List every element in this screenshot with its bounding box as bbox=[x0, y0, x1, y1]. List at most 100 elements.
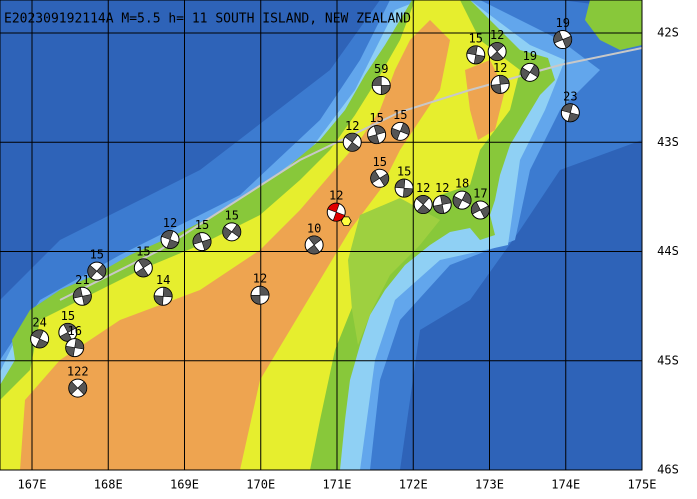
compression-quadrant bbox=[391, 122, 410, 141]
focal-mechanism: 23 bbox=[560, 89, 580, 123]
depth-label: 12 bbox=[490, 28, 504, 42]
compression-quadrant bbox=[416, 195, 431, 214]
plate-boundary bbox=[59, 47, 643, 301]
focal-mechanism: 12 bbox=[250, 272, 270, 305]
compression-quadrant bbox=[65, 338, 84, 357]
compression-quadrant bbox=[490, 42, 505, 61]
focal-mechanism: 21 bbox=[72, 273, 92, 306]
focal-mechanism: 18 bbox=[452, 177, 472, 210]
depth-label: 16 bbox=[67, 324, 81, 338]
depth-label: 12 bbox=[435, 181, 449, 195]
depth-label: 18 bbox=[455, 177, 469, 191]
depth-label: 15 bbox=[225, 208, 239, 222]
depth-label: 17 bbox=[473, 186, 487, 200]
compression-quadrant bbox=[520, 64, 540, 81]
focal-mechanism: 19 bbox=[553, 16, 573, 50]
focal-mechanism: 59 bbox=[371, 62, 391, 95]
depth-label: 15 bbox=[469, 31, 483, 45]
compression-quadrant bbox=[452, 191, 472, 209]
depth-label: 15 bbox=[397, 165, 411, 179]
depth-label: 12 bbox=[493, 61, 507, 75]
map-frame bbox=[0, 0, 643, 471]
focal-mechanism: 15 bbox=[133, 244, 153, 278]
depth-label: 12 bbox=[163, 216, 177, 230]
focal-mechanism: 12 bbox=[342, 119, 362, 152]
depth-label: 15 bbox=[61, 309, 75, 323]
focal-mechanism: 17 bbox=[470, 186, 490, 220]
depth-label: 15 bbox=[195, 218, 209, 232]
focal-mechanism: 24 bbox=[30, 315, 50, 349]
compression-quadrant bbox=[471, 201, 490, 219]
lon-label: 174E bbox=[551, 478, 580, 492]
compression-quadrant bbox=[161, 230, 179, 249]
compression-quadrant bbox=[367, 125, 386, 144]
focal-mechanism: 12 bbox=[490, 61, 510, 94]
lon-label: 172E bbox=[399, 478, 428, 492]
lon-label: 175E bbox=[628, 478, 657, 492]
depth-label: 12 bbox=[416, 181, 430, 195]
focal-mechanism: 15 bbox=[367, 111, 387, 145]
depth-label: 14 bbox=[156, 273, 170, 287]
compression-quadrant bbox=[344, 133, 360, 152]
lon-label: 171E bbox=[323, 478, 352, 492]
focal-mechanism: 12 bbox=[326, 189, 346, 222]
compression-quadrant bbox=[73, 287, 92, 306]
depth-label: 15 bbox=[372, 155, 386, 169]
depth-label: 21 bbox=[75, 273, 89, 287]
lat-label: 46S bbox=[657, 463, 679, 477]
focal-mechanism: 19 bbox=[520, 49, 540, 82]
focal-mechanism: 12 bbox=[432, 181, 452, 215]
compression-quadrant bbox=[394, 178, 414, 198]
north-island bbox=[585, 0, 642, 50]
lon-label: 169E bbox=[170, 478, 199, 492]
compression-quadrant bbox=[561, 103, 580, 123]
highland bbox=[20, 20, 450, 470]
depth-label: 12 bbox=[253, 272, 267, 286]
depth-label: 23 bbox=[563, 89, 577, 103]
compression-quadrant bbox=[327, 202, 346, 222]
lat-label: 42S bbox=[657, 26, 679, 40]
lon-label: 173E bbox=[475, 478, 504, 492]
depth-label: 19 bbox=[523, 49, 537, 63]
compression-quadrant bbox=[371, 76, 391, 95]
compression-quadrant bbox=[370, 170, 389, 187]
title: E202309192114A M=5.5 h= 11 SOUTH ISLAND,… bbox=[4, 12, 411, 27]
compression-quadrant bbox=[490, 75, 510, 94]
compression-quadrant bbox=[192, 232, 212, 251]
depth-label: 12 bbox=[345, 119, 359, 133]
depth-label: 15 bbox=[393, 108, 407, 122]
focal-mechanism: 16 bbox=[65, 324, 85, 358]
focal-mechanism: 15 bbox=[58, 309, 78, 342]
depth-label: 59 bbox=[374, 62, 388, 76]
events: 59 12 15 15 15 15 12 12 18 17 15 12 12 19 19 23 10 12 15 15… bbox=[30, 16, 580, 398]
depth-label: 122 bbox=[67, 365, 89, 379]
compression-quadrant bbox=[153, 286, 173, 306]
focal-mechanism: 15 bbox=[394, 165, 414, 198]
depth-label: 12 bbox=[329, 189, 343, 203]
lon-label: 167E bbox=[18, 478, 47, 492]
compression-quadrant bbox=[250, 285, 270, 305]
focal-mechanism: 122 bbox=[67, 365, 89, 398]
focal-mechanism: 12 bbox=[413, 181, 433, 215]
focal-mechanism: 15 bbox=[390, 108, 410, 141]
compression-quadrant bbox=[87, 263, 107, 279]
focal-mechanism: 15 bbox=[192, 218, 212, 252]
compression-quadrant bbox=[222, 224, 242, 240]
lat-label: 45S bbox=[657, 353, 679, 367]
compression-quadrant bbox=[433, 195, 452, 214]
compression-quadrant bbox=[135, 258, 152, 278]
plains bbox=[348, 198, 440, 345]
lat-label: 44S bbox=[657, 244, 679, 258]
compression-quadrant bbox=[68, 381, 88, 395]
depth-label: 24 bbox=[32, 315, 46, 329]
depth-label: 10 bbox=[307, 221, 321, 235]
focal-mechanism: 15 bbox=[87, 248, 107, 281]
focal-mechanism: 15 bbox=[370, 155, 390, 188]
compression-quadrant bbox=[553, 30, 572, 49]
focal-mechanism: 14 bbox=[153, 273, 173, 306]
focal-mechanism: 12 bbox=[487, 28, 507, 62]
depth-label: 15 bbox=[90, 248, 104, 262]
lat-label: 43S bbox=[657, 135, 679, 149]
focal-mechanism: 15 bbox=[222, 208, 242, 242]
